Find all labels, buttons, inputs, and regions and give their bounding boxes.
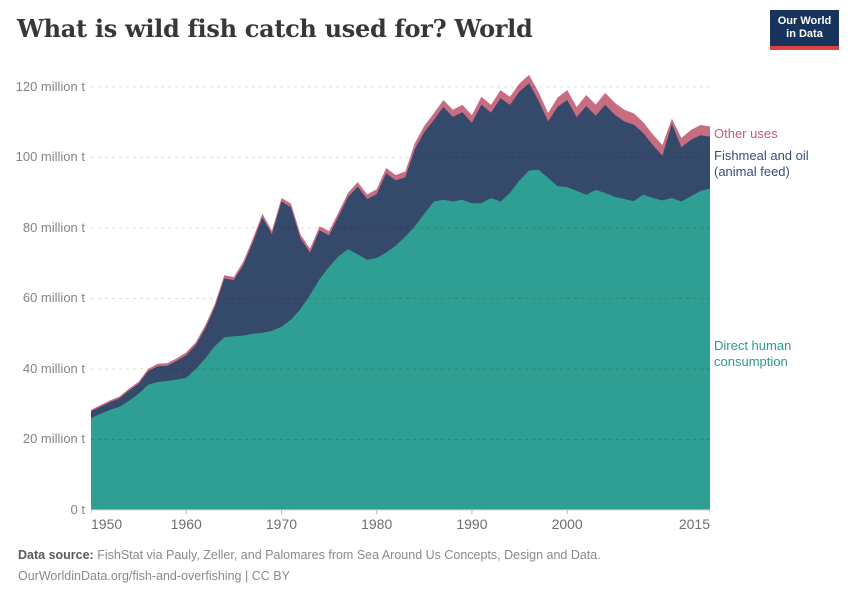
license-text: | CC BY [244,569,290,583]
y-axis-label: 40 million t [22,360,85,376]
legend-label-line2: consumption [714,354,788,369]
x-axis-label: 2000 [551,516,583,532]
source-line: Data source: FishStat via Pauly, Zeller,… [18,545,601,566]
owid-logo-line1: Our World [777,15,832,27]
owid-link[interactable]: OurWorldinData.org/fish-and-overfishing [18,569,242,583]
license-line: OurWorldinData.org/fish-and-overfishing … [18,566,601,587]
x-axis-label: 1990 [456,516,488,532]
y-axis-label: 80 million t [22,219,85,235]
page-title: What is wild fish catch used for? World [17,14,533,43]
y-axis-label: 0 t [70,502,85,517]
owid-logo-line2: in Data [786,28,823,40]
x-axis-label: 1950 [91,516,123,532]
legend-label-line1: Fishmeal and oil [714,148,809,163]
source-label: Data source: [18,548,94,562]
y-axis-label: 20 million t [22,431,85,447]
x-axis-label: 1960 [170,516,202,532]
x-axis-label: 1970 [265,516,298,532]
legend-label-line1: Direct human [714,338,792,353]
owid-logo[interactable]: Our World in Data [770,10,839,50]
area-direct-human-consumption[interactable] [91,169,710,511]
legend-label: Other uses [714,126,778,141]
legend-item-other-uses[interactable]: Other uses [714,126,778,142]
footer: Data source: FishStat via Pauly, Zeller,… [18,545,601,587]
legend-label-line2: (animal feed) [714,164,790,179]
legend-item-fishmeal-and-oil[interactable]: Fishmeal and oil (animal feed) [714,148,809,180]
y-axis-label: 60 million t [22,290,85,306]
x-axis-label: 1980 [361,516,393,532]
y-axis-label: 120 million t [15,78,85,94]
x-axis-label: 2015 [678,516,710,532]
source-text: FishStat via Pauly, Zeller, and Palomare… [97,548,601,562]
legend-item-direct-human-consumption[interactable]: Direct human consumption [714,338,791,370]
chart-canvas[interactable] [91,70,710,516]
y-axis-label: 100 million t [15,149,85,165]
